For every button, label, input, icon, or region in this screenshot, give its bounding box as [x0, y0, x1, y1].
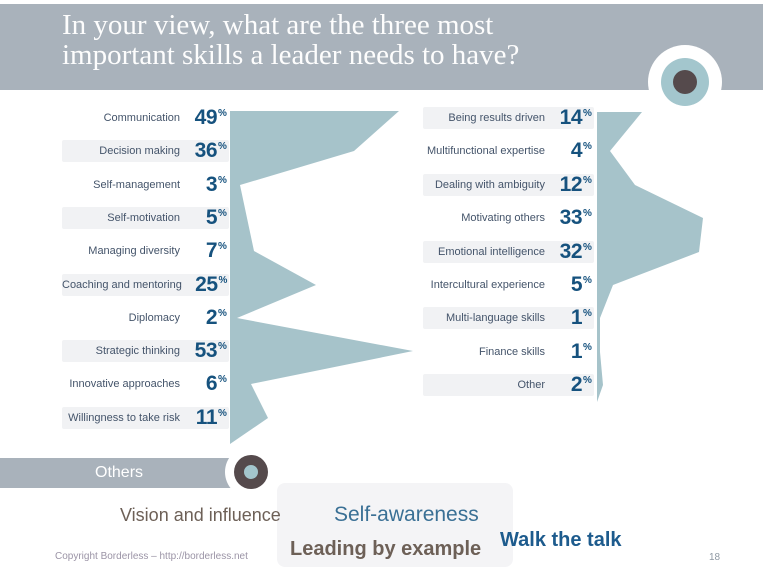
skill-unit: % [583, 140, 592, 152]
skill-value: 53 [194, 339, 218, 362]
skill-row: Decision making 36% [62, 140, 229, 162]
keywords-panel [277, 483, 513, 567]
skill-value: 5 [205, 206, 218, 229]
left-area-shape [230, 111, 413, 444]
skill-value: 11 [195, 406, 218, 429]
skill-label: Dealing with ambiguity [434, 179, 545, 191]
skill-label: Motivating others [461, 212, 545, 224]
skill-label: Willingness to take risk [68, 412, 180, 424]
skill-value: 32 [559, 240, 583, 263]
copyright-link[interactable]: Copyright Borderless – http://borderless… [55, 551, 248, 562]
others-bullseye-center-icon [244, 465, 258, 479]
skill-label: Intercultural experience [430, 279, 545, 291]
skill-value: 6 [205, 372, 218, 395]
skill-row: Strategic thinking 53% [62, 340, 229, 362]
skill-unit: % [218, 240, 227, 252]
skill-unit: % [583, 274, 592, 286]
skill-label: Coaching and mentoring [62, 279, 182, 291]
skill-value: 2 [570, 373, 583, 396]
skill-label: Self-management [93, 179, 180, 191]
skill-row: Finance skills 1% [423, 341, 594, 363]
skill-unit: % [218, 407, 227, 419]
keyword-self-awareness: Self-awareness [334, 503, 479, 526]
skill-row: Other 2% [423, 374, 594, 396]
skill-row: Being results driven 14% [423, 107, 594, 129]
skill-label: Strategic thinking [95, 345, 180, 357]
skill-row: Emotional intelligence 32% [423, 241, 594, 263]
skill-row: Multi-language skills 1% [423, 307, 594, 329]
skill-value: 4 [570, 139, 583, 162]
skill-label: Diplomacy [128, 312, 180, 324]
skill-unit: % [583, 107, 592, 119]
skill-value: 5 [570, 273, 583, 296]
skill-label: Finance skills [478, 346, 545, 358]
skill-value: 49 [194, 106, 218, 129]
skill-value: 1 [570, 340, 583, 363]
skill-label: Innovative approaches [69, 378, 180, 390]
skill-value: 14 [559, 106, 583, 129]
skill-row: Innovative approaches 6% [62, 373, 229, 395]
skill-label: Communication [103, 112, 180, 124]
skill-label: Managing diversity [88, 245, 180, 257]
skill-value: 7 [205, 239, 218, 262]
skill-label: Emotional intelligence [437, 246, 545, 258]
skill-unit: % [583, 207, 592, 219]
skill-row: Dealing with ambiguity 12% [423, 174, 594, 196]
skill-unit: % [218, 140, 227, 152]
skill-value: 1 [570, 306, 583, 329]
skill-row: Motivating others 33% [423, 207, 594, 229]
skill-row: Intercultural experience 5% [423, 274, 594, 296]
skill-label: Decision making [99, 145, 180, 157]
others-band: Others [0, 458, 238, 488]
skill-row: Multifunctional expertise 4% [423, 140, 594, 162]
keyword-vision-and-influence: Vision and influence [120, 505, 281, 525]
skill-label: Multifunctional expertise [426, 145, 545, 157]
right-area-shape [597, 112, 703, 402]
skill-row: Coaching and mentoring 25% [62, 274, 229, 296]
keyword-leading-by-example: Leading by example [290, 538, 482, 560]
skill-unit: % [583, 174, 592, 186]
skill-row: Self-motivation 5% [62, 207, 229, 229]
skill-unit: % [218, 207, 227, 219]
skill-unit: % [218, 373, 227, 385]
skill-unit: % [583, 241, 592, 253]
skill-value: 25 [195, 273, 218, 296]
skill-label: Self-motivation [107, 212, 180, 224]
others-label: Others [95, 464, 144, 481]
skill-row: Managing diversity 7% [62, 240, 229, 262]
skill-unit: % [218, 340, 227, 352]
skill-value: 3 [205, 173, 218, 196]
skill-row: Diplomacy 2% [62, 307, 229, 329]
skill-value: 12 [559, 173, 583, 196]
skill-value: 33 [559, 206, 583, 229]
skill-label: Other [517, 379, 545, 391]
skill-unit: % [583, 307, 592, 319]
skill-row: Willingness to take risk 11% [62, 407, 229, 429]
skill-row: Self-management 3% [62, 174, 229, 196]
skill-unit: % [218, 107, 227, 119]
skill-unit: % [583, 341, 592, 353]
skill-label: Multi-language skills [445, 312, 545, 324]
keyword-walk-the-talk: Walk the talk [500, 529, 622, 551]
skill-label: Being results driven [448, 112, 545, 124]
header-bullseye-center-icon [673, 70, 697, 94]
skill-unit: % [218, 274, 228, 286]
skill-value: 36 [194, 139, 218, 162]
skill-value: 2 [205, 306, 218, 329]
skill-unit: % [218, 307, 227, 319]
page-number: 18 [709, 552, 721, 563]
page-title-line-1: In your view, what are the three most [62, 9, 494, 41]
skill-row: Communication 49% [62, 107, 229, 129]
skill-unit: % [583, 374, 592, 386]
skill-unit: % [218, 174, 227, 186]
page-title-line-2: important skills a leader needs to have? [62, 39, 520, 71]
page-title: In your view, what are the three most im… [62, 10, 702, 70]
header-band [0, 4, 763, 90]
